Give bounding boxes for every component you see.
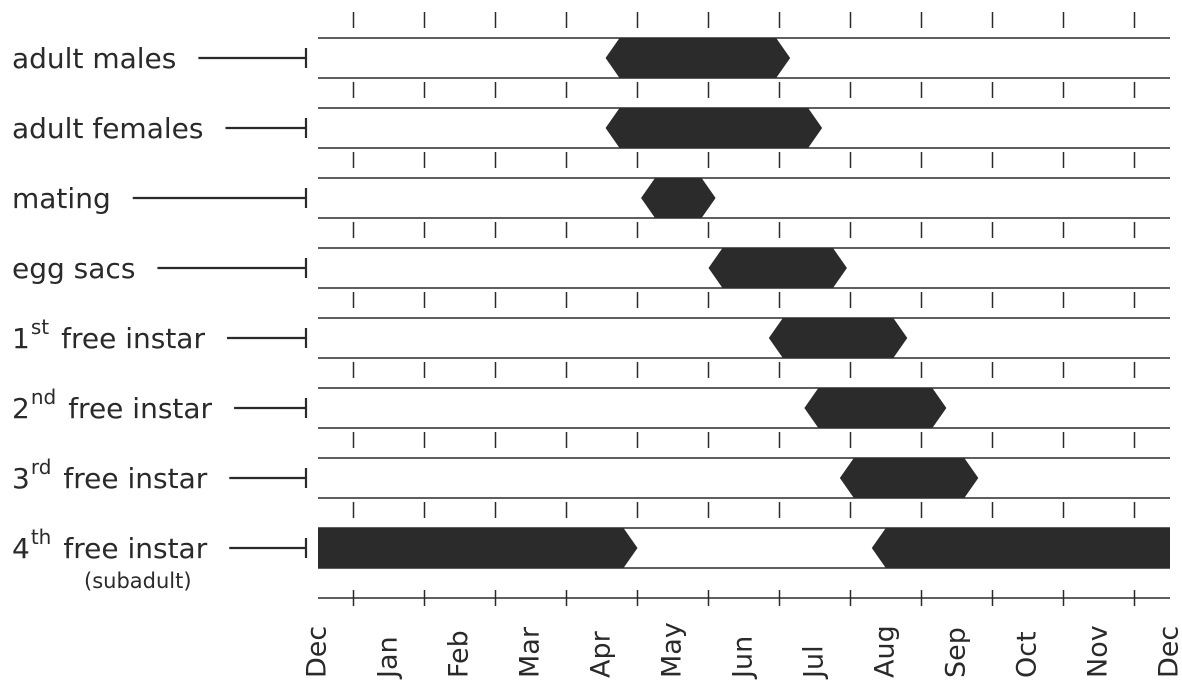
row-label-2: adult females xyxy=(12,112,308,145)
row-label-sup: nd xyxy=(31,385,56,409)
row-label-suffix: free instar xyxy=(63,532,207,565)
row-label-suffix: free instar xyxy=(63,462,207,495)
row-label-main: 1 xyxy=(12,322,30,355)
month-label: Apr xyxy=(586,630,617,678)
activity-bar xyxy=(708,248,847,288)
activity-bar xyxy=(804,388,947,428)
row-2 xyxy=(318,82,1170,149)
row-label-suffix: free instar xyxy=(61,322,205,355)
month-axis: Dec Jan Feb Mar Apr May Jun Jul Aug Sep Oct Nov Dec xyxy=(302,590,1182,680)
activity-bar xyxy=(318,528,638,568)
row-label-main: 4 xyxy=(12,532,30,565)
month-label: Oct xyxy=(1012,631,1043,678)
month-label: Sep xyxy=(941,627,972,678)
month-label: Feb xyxy=(444,630,475,678)
activity-bar xyxy=(605,108,823,148)
month-label: Dec xyxy=(1154,626,1182,678)
month-label: Dec xyxy=(302,626,333,678)
row-3 xyxy=(318,152,1170,219)
row-label-4: egg sacs xyxy=(12,252,308,285)
month-label: Jun xyxy=(728,636,759,680)
month-label: Nov xyxy=(1083,625,1114,678)
row-1 xyxy=(318,12,1170,79)
labels-layer: adult males adult females mating egg sacs 1 s… xyxy=(12,42,308,593)
activity-bar xyxy=(641,178,716,218)
month-label: Jan xyxy=(373,636,404,680)
row-label-sup: st xyxy=(31,315,49,339)
month-label: Mar xyxy=(515,626,546,678)
month-label: Aug xyxy=(870,625,901,678)
row-6 xyxy=(318,362,1170,429)
activity-bar xyxy=(768,318,908,358)
activity-bar xyxy=(605,38,791,78)
row-7 xyxy=(318,432,1170,499)
month-label: May xyxy=(657,622,688,678)
row-8 xyxy=(318,502,1170,569)
activity-bar xyxy=(839,458,979,498)
row-label-sup: th xyxy=(31,525,52,549)
row-label-suffix: free instar xyxy=(68,392,212,425)
row-label-note: (subadult) xyxy=(84,569,192,593)
row-label-3: mating xyxy=(12,182,308,215)
rows-layer xyxy=(318,12,1170,569)
row-label-main: 3 xyxy=(12,462,30,495)
row-label-main: egg sacs xyxy=(12,252,135,285)
row-label-sup: rd xyxy=(31,455,52,479)
row-label-main: adult males xyxy=(12,42,176,75)
activity-bar xyxy=(871,528,1170,568)
row-4 xyxy=(318,222,1170,289)
row-label-1: adult males xyxy=(12,42,308,75)
month-label: Jul xyxy=(799,645,830,680)
row-label-main: adult females xyxy=(12,112,203,145)
row-label-main: mating xyxy=(12,182,111,215)
row-label-main: 2 xyxy=(12,392,30,425)
row-5 xyxy=(318,292,1170,359)
